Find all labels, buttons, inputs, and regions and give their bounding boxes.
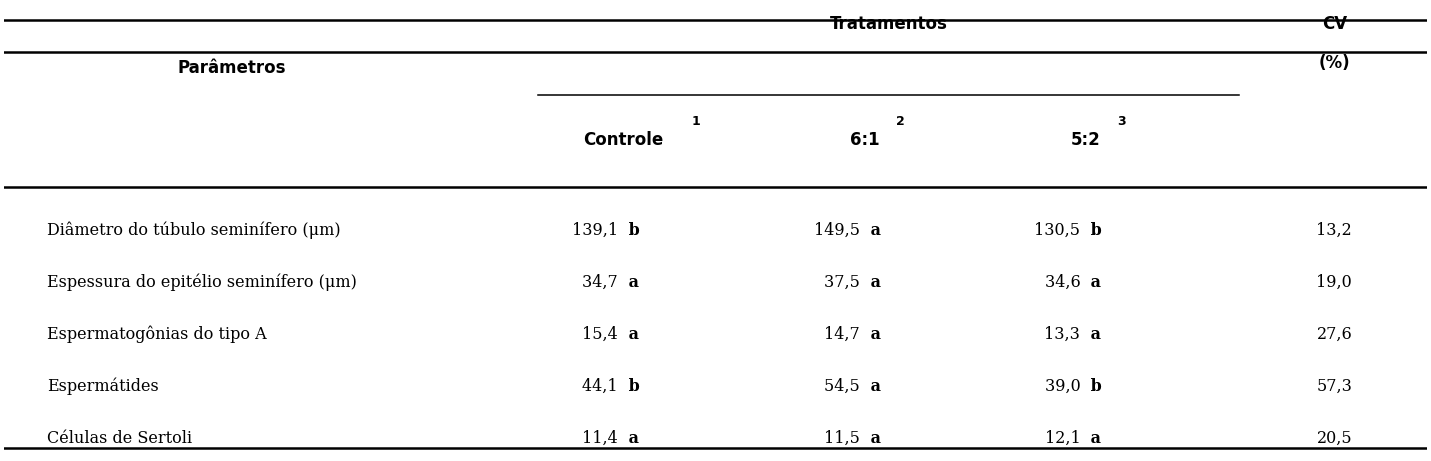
Text: Células de Sertoli: Células de Sertoli [47, 430, 192, 447]
Text: 15,4: 15,4 [582, 326, 622, 343]
Text: 149,5: 149,5 [814, 222, 864, 239]
Text: 34,6: 34,6 [1045, 274, 1085, 291]
Text: 14,7: 14,7 [824, 326, 864, 343]
Text: 37,5: 37,5 [824, 274, 864, 291]
Text: Espermatogônias do tipo A: Espermatogônias do tipo A [47, 326, 266, 343]
Text: Controle: Controle [582, 131, 663, 149]
Text: CV: CV [1322, 16, 1347, 34]
Text: a: a [622, 430, 640, 447]
Text: a: a [864, 378, 881, 395]
Text: 27,6: 27,6 [1317, 326, 1352, 343]
Text: b: b [622, 222, 640, 239]
Text: 130,5: 130,5 [1035, 222, 1085, 239]
Text: b: b [622, 378, 640, 395]
Text: 3: 3 [1116, 115, 1125, 128]
Text: 11,4: 11,4 [582, 430, 622, 447]
Text: 139,1: 139,1 [572, 222, 622, 239]
Text: (%): (%) [1318, 54, 1351, 72]
Text: a: a [1085, 274, 1102, 291]
Text: a: a [622, 326, 640, 343]
Text: 1: 1 [691, 115, 700, 128]
Text: Espermátides: Espermátides [47, 378, 159, 396]
Text: 34,7: 34,7 [582, 274, 622, 291]
Text: 5:2: 5:2 [1070, 131, 1100, 149]
Text: a: a [1085, 326, 1102, 343]
Text: a: a [864, 222, 881, 239]
Text: 6:1: 6:1 [850, 131, 880, 149]
Text: a: a [864, 326, 881, 343]
Text: 39,0: 39,0 [1045, 378, 1085, 395]
Text: 13,3: 13,3 [1045, 326, 1085, 343]
Text: a: a [864, 430, 881, 447]
Text: 12,1: 12,1 [1045, 430, 1085, 447]
Text: 57,3: 57,3 [1317, 378, 1352, 395]
Text: 44,1: 44,1 [582, 378, 622, 395]
Text: a: a [1085, 430, 1102, 447]
Text: a: a [864, 274, 881, 291]
Text: Diâmetro do túbulo seminífero (μm): Diâmetro do túbulo seminífero (μm) [47, 222, 341, 239]
Text: a: a [622, 274, 640, 291]
Text: Tratamentos: Tratamentos [830, 16, 947, 34]
Text: b: b [1085, 222, 1102, 239]
Text: 2: 2 [896, 115, 904, 128]
Text: 13,2: 13,2 [1317, 222, 1352, 239]
Text: 19,0: 19,0 [1317, 274, 1352, 291]
Text: 11,5: 11,5 [824, 430, 864, 447]
Text: 54,5: 54,5 [824, 378, 864, 395]
Text: 20,5: 20,5 [1317, 430, 1352, 447]
Text: Espessura do epitélio seminífero (μm): Espessura do epitélio seminífero (μm) [47, 274, 356, 291]
Text: Parâmetros: Parâmetros [177, 59, 286, 77]
Text: b: b [1085, 378, 1102, 395]
